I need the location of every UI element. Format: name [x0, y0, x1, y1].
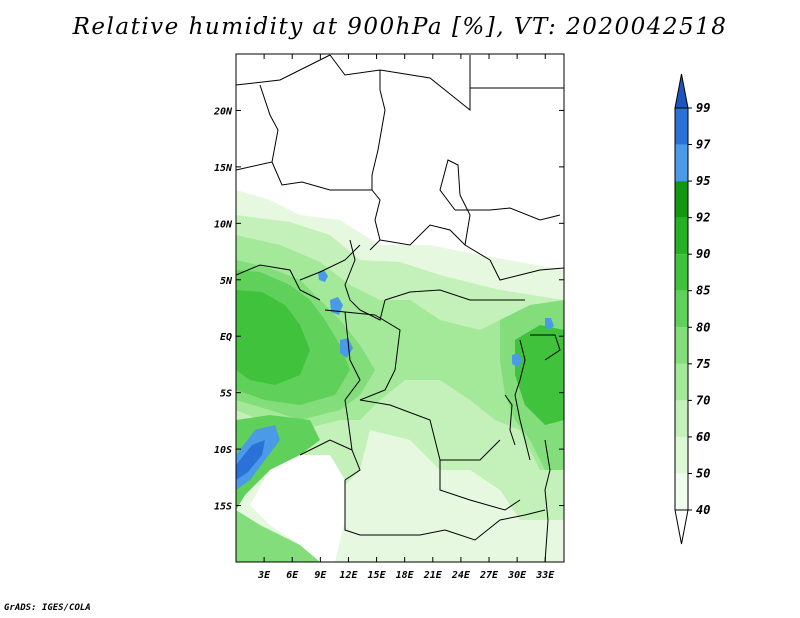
colorbar-segment — [675, 217, 688, 255]
border-line — [236, 54, 331, 86]
latitude-axis: 20N 15N 10N 5N EQ 5S 10S 15S — [213, 106, 564, 513]
border-line — [530, 334, 561, 361]
lat-tick-label: 5S — [220, 389, 232, 400]
border-line — [329, 54, 381, 76]
humidity-region-90 — [236, 290, 310, 385]
colorbar-label: 97 — [696, 138, 711, 152]
colorbar-frame — [674, 107, 689, 511]
border-line — [299, 244, 361, 281]
colorbar-segment — [675, 436, 688, 474]
humidity-region-coast-south — [236, 510, 325, 562]
border-line — [236, 264, 321, 301]
border-line — [504, 394, 516, 446]
colorbar-segment — [675, 327, 688, 364]
lon-tick-label: 9E — [314, 570, 327, 581]
colorbar-segment — [675, 181, 688, 218]
lon-tick-label: 21E — [423, 570, 443, 581]
border-line — [371, 70, 386, 190]
colorbar-label: 60 — [696, 430, 710, 444]
humidity-field — [236, 54, 564, 562]
humidity-spot-5 — [545, 318, 554, 330]
humidity-spot-1 — [318, 270, 328, 282]
colorbar-max-arrow — [674, 73, 689, 109]
colorbar-segment — [675, 108, 688, 145]
lat-tick-label: 20N — [213, 106, 233, 117]
lat-tick-label: 10S — [214, 445, 232, 456]
lon-tick-label: 33E — [535, 570, 555, 581]
humidity-region-east-90 — [515, 325, 564, 425]
lon-tick-label: 12E — [339, 570, 358, 581]
lat-tick-label: 15N — [214, 163, 233, 174]
colorbar-segment — [675, 254, 688, 291]
country-borders — [236, 54, 564, 562]
border-line — [544, 439, 551, 562]
border-line — [299, 439, 353, 456]
lon-tick-label: 3E — [257, 570, 271, 581]
longitude-axis: 3E 6E 9E 12E 15E 18E 21E 24E 27E 30E 33E — [257, 54, 555, 581]
border-line — [359, 314, 401, 401]
colorbar-segment — [675, 144, 688, 182]
border-line — [489, 259, 564, 281]
colorbar-label: 99 — [696, 101, 710, 115]
border-line — [236, 84, 279, 171]
colorbar: 40 50 60 70 75 80 85 90 92 95 97 99 — [674, 73, 711, 545]
lon-tick-label: 27E — [479, 570, 499, 581]
humidity-region-sw-blue-dark — [236, 440, 265, 480]
border-line — [369, 189, 381, 251]
colorbar-label: 92 — [696, 211, 710, 225]
border-line — [384, 289, 525, 301]
footer-credit: GrADS: IGES/COLA — [4, 603, 91, 613]
lon-tick-label: 6E — [286, 570, 299, 581]
colorbar-label: 50 — [696, 466, 710, 480]
lon-tick-label: 15E — [368, 570, 387, 581]
border-line — [444, 509, 546, 541]
lon-tick-label: 24E — [451, 570, 471, 581]
colorbar-label: 75 — [696, 357, 710, 371]
lat-tick-label: 5N — [220, 276, 233, 287]
page-title: Relative humidity at 900hPa [%], VT: 202… — [72, 14, 728, 40]
border-line — [359, 399, 501, 461]
border-line — [439, 159, 471, 246]
border-line — [344, 239, 386, 321]
colorbar-label: 80 — [696, 320, 710, 334]
plot-frame — [235, 53, 565, 563]
lat-tick-label: EQ — [220, 332, 232, 343]
colorbar-segment — [675, 290, 688, 328]
colorbar-label: 40 — [696, 503, 710, 517]
colorbar-min-arrow — [674, 509, 689, 545]
colorbar-label: 85 — [696, 284, 710, 298]
lat-tick-label: 15S — [214, 502, 232, 513]
lon-tick-label: 30E — [507, 570, 527, 581]
border-line — [455, 207, 561, 221]
colorbar-segment — [675, 400, 688, 437]
colorbar-label: 90 — [696, 247, 710, 261]
colorbar-segment — [675, 363, 688, 401]
humidity-spot-4 — [512, 353, 522, 367]
border-line — [439, 460, 521, 511]
lon-tick-label: 18E — [396, 570, 415, 581]
colorbar-label: 70 — [696, 393, 710, 407]
border-line — [379, 55, 471, 112]
border-line — [344, 480, 446, 536]
border-line — [379, 224, 491, 261]
border-line — [271, 161, 372, 191]
border-line — [514, 339, 531, 461]
colorbar-label: 95 — [696, 174, 710, 188]
lat-tick-label: 10N — [214, 219, 233, 230]
dry-region-south — [250, 455, 345, 562]
colorbar-segment — [675, 473, 688, 510]
border-line — [344, 311, 361, 401]
